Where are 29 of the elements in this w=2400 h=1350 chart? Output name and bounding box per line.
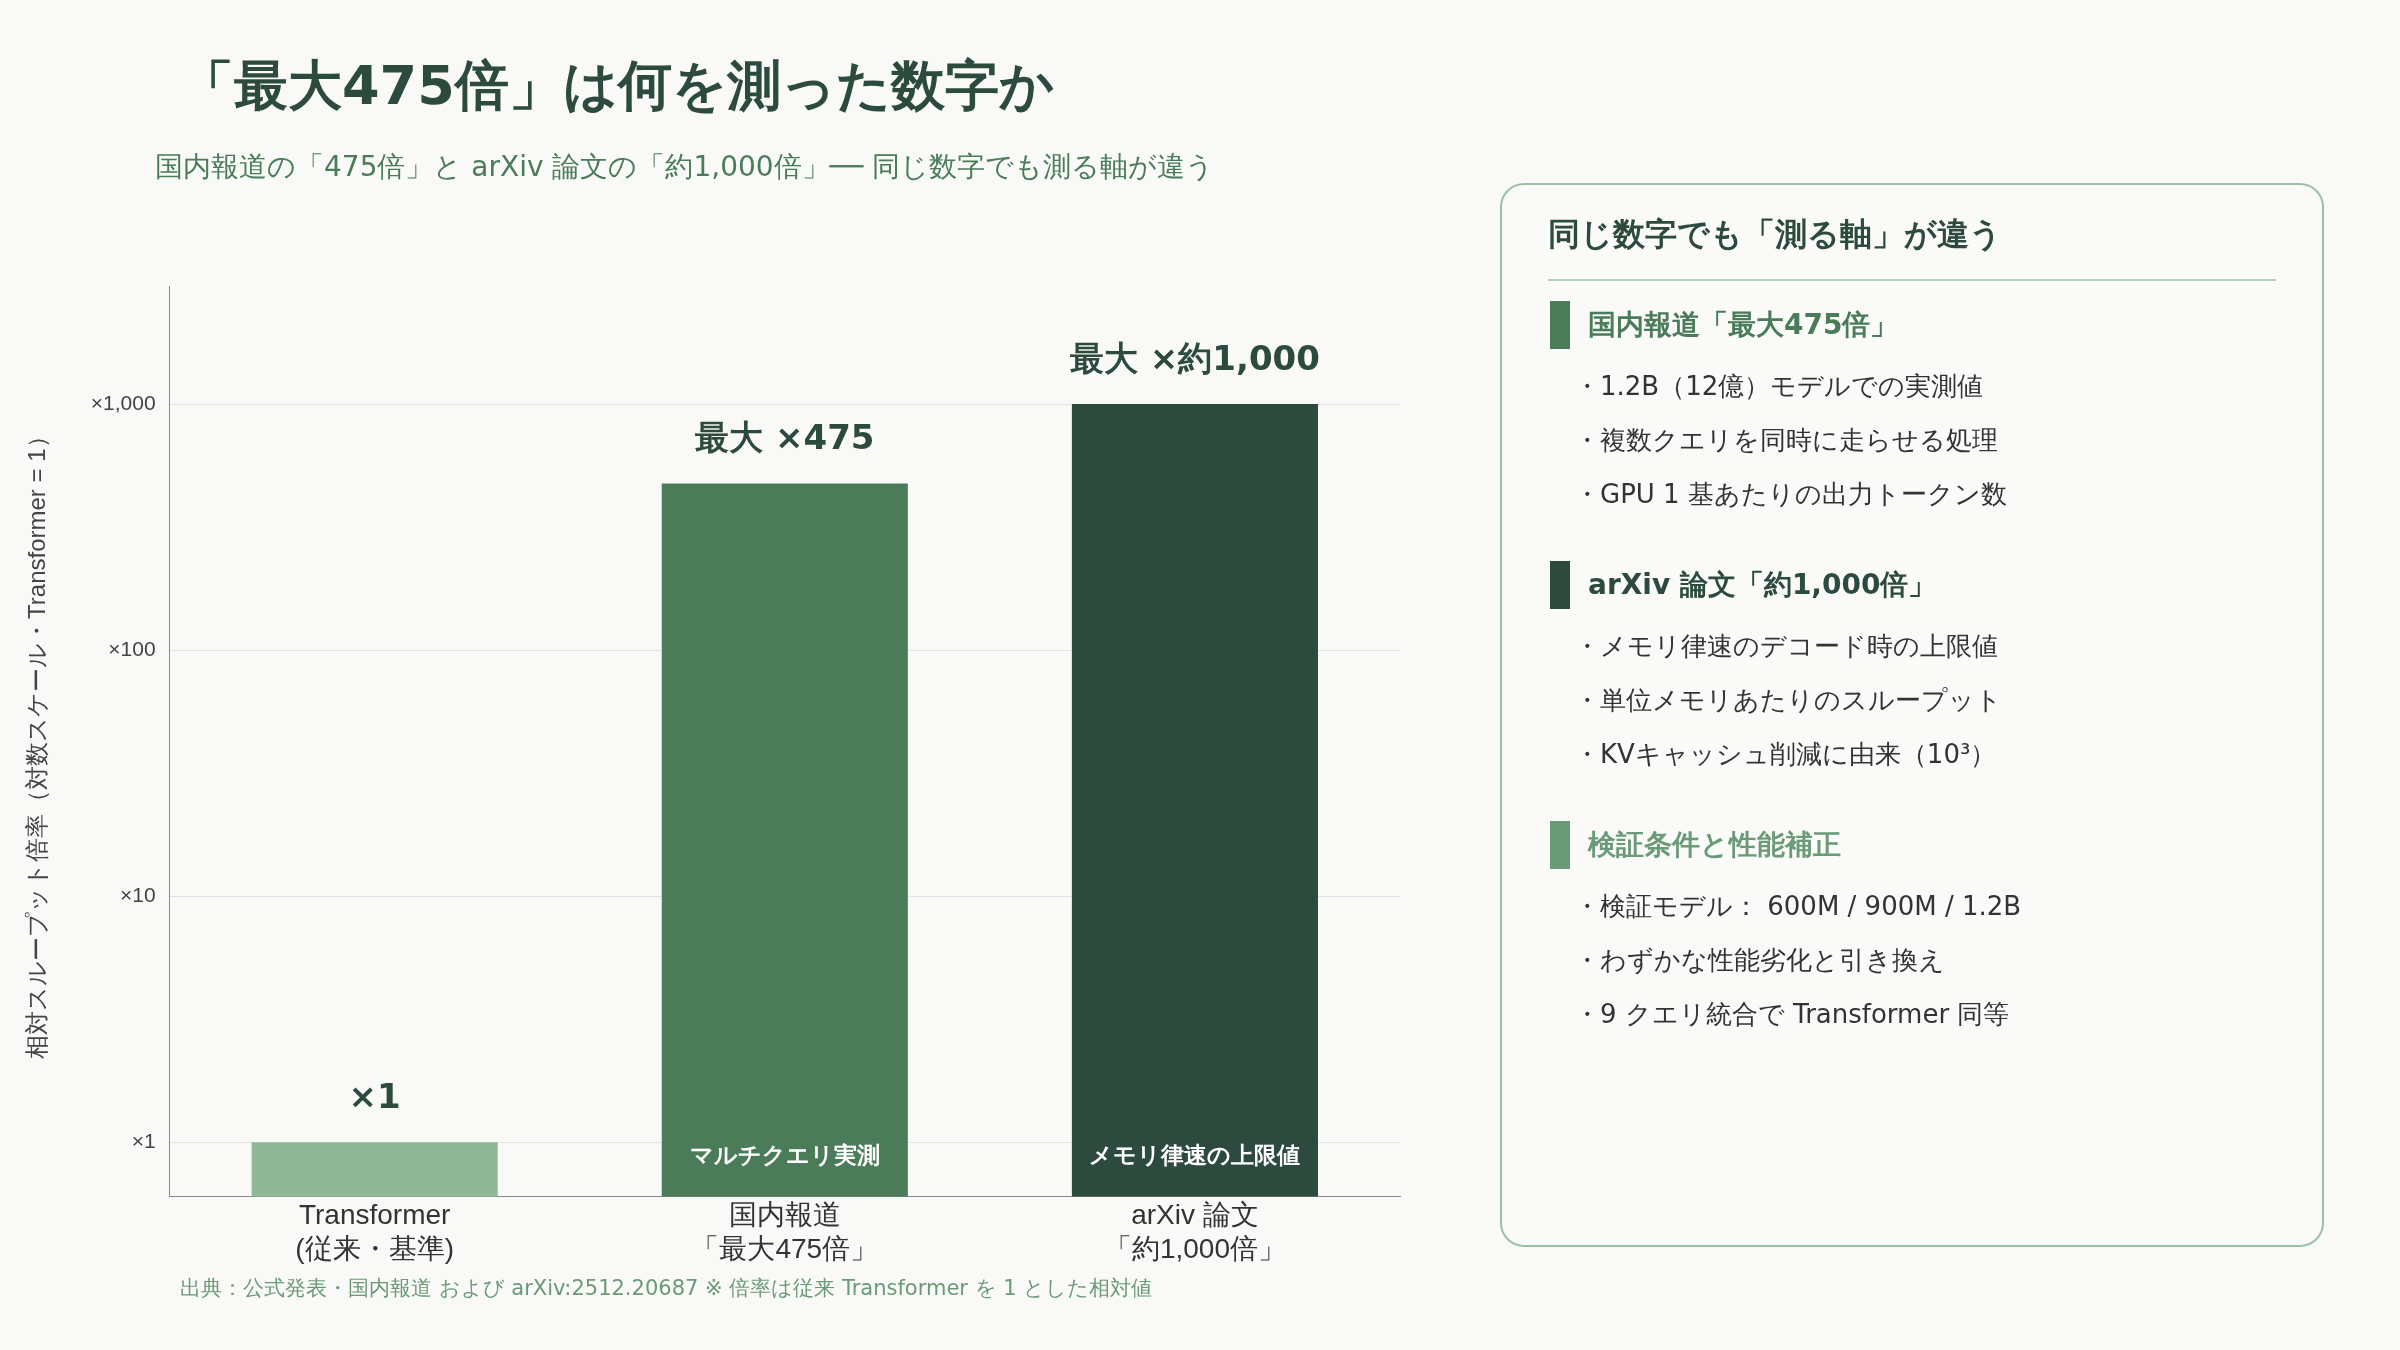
data-label: ×1 [348,1076,401,1117]
annotation: メモリ律速の上限値 [1089,1141,1301,1168]
text: ・KVキャッシュ削減に由来（10³） [1574,738,1998,771]
text: ・GPU 1 基あたりの出力トークン数 [1574,478,2008,511]
category-label: 検証条件と性能補正 [1588,827,1841,863]
y-tick-label: ×100 [108,636,156,660]
chart-subtitle: 国内報道の「475倍」と arXiv 論文の「約1,000倍」── 同じ数字でも測る軸が違う [155,149,1215,185]
y-tick-label: ×1,000 [90,390,156,414]
text: ・1.2B（12億）モデルでの実測値 [1574,370,1985,403]
category-label: 国内報道「最大475倍」 [1588,307,1899,343]
text: ・検証モデル： 600M / 900M / 1.2B [1574,890,2023,923]
text: ・複数クエリを同時に走らせる処理 [1574,424,1999,457]
text: ・メモリ律速のデコード時の上限値 [1574,630,1999,663]
source-note: 出典：公式発表・国内報道 および arXiv:2512.20687 ※ 倍率は従来 Transformer を 1 とした相対値 [180,1275,1153,1302]
text: ・9 クエリ統合で Transformer 同等 [1574,998,2011,1031]
y-tick-label: ×10 [119,882,156,906]
x-tick-label: Transformer (従来・基準) [295,1199,455,1264]
chart-title: 「最大475倍」は何を測った数字か [180,53,1054,119]
y-axis-title: 相対スループット倍率（対数スケール・Transformer = 1） [23,424,51,1059]
data-label: 最大 ×475 [695,417,875,458]
data-label: 最大 ×約1,000 [1070,337,1320,378]
x-tick-label: arXiv 論文「約1,000倍」 [1103,1199,1286,1264]
text: 同じ数字でも「測る軸」が違う [1548,213,2276,281]
x-tick-label: 国内報道「最大475倍」 [691,1199,879,1264]
text: ・単位メモリあたりのスループット [1574,684,2003,717]
text: ・わずかな性能劣化と引き換え [1574,944,1946,977]
annotation: マルチクエリ実測 [689,1141,880,1168]
y-tick-label: ×1 [131,1129,156,1153]
category-label: arXiv 論文「約1,000倍」 [1588,567,1937,603]
